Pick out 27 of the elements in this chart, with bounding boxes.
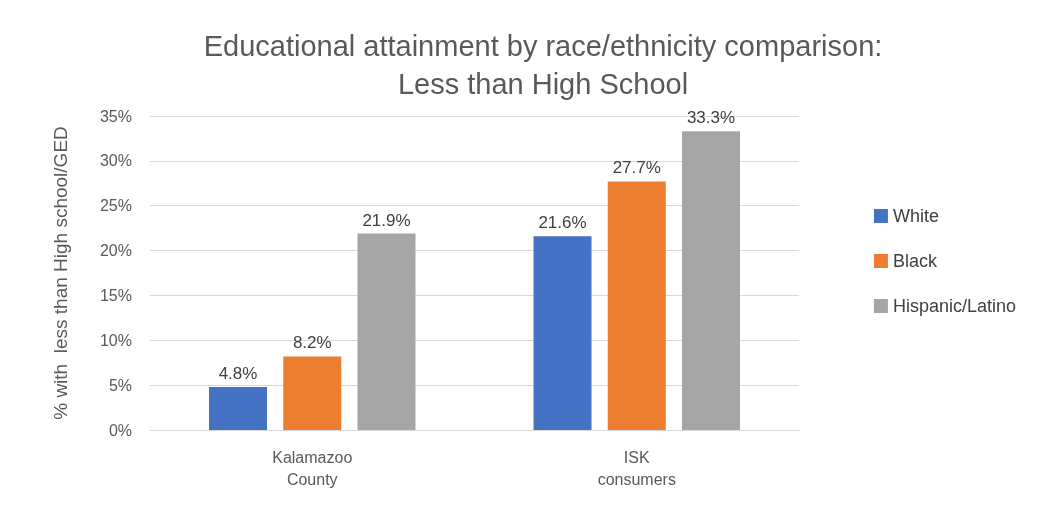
legend-label: White (892, 206, 939, 226)
bar (283, 356, 342, 430)
y-tick-label: 25% (99, 197, 132, 215)
bar (681, 131, 740, 430)
x-tick-label: ISK consumers (597, 448, 676, 488)
y-tick-label: 15% (99, 286, 132, 304)
x-tick-label: Kalamazoo County (272, 448, 353, 488)
bar (357, 233, 416, 430)
y-axis-title: % with less than High school/GED (50, 126, 71, 420)
bar (209, 386, 268, 430)
data-label: 8.2% (292, 333, 332, 353)
y-tick-label: 35% (99, 107, 132, 125)
legend-label: Black (892, 251, 938, 271)
y-tick-label: 0% (108, 421, 132, 439)
data-label: 21.6% (538, 213, 587, 233)
bar (607, 181, 666, 430)
y-tick-label: 10% (99, 331, 132, 349)
data-label: 27.7% (612, 158, 661, 178)
chart-title: Educational attainment by race/ethnicity comparison: Less than High School (203, 30, 883, 100)
data-label: 21.9% (362, 210, 411, 230)
data-label: 4.8% (218, 363, 258, 383)
y-tick-label: 20% (99, 242, 132, 260)
y-tick-label: 5% (108, 376, 132, 394)
data-label: 33.3% (686, 108, 736, 128)
y-tick-label: 30% (99, 152, 132, 170)
legend-label: Hispanic/Latino (892, 296, 1016, 316)
bar (533, 236, 592, 430)
